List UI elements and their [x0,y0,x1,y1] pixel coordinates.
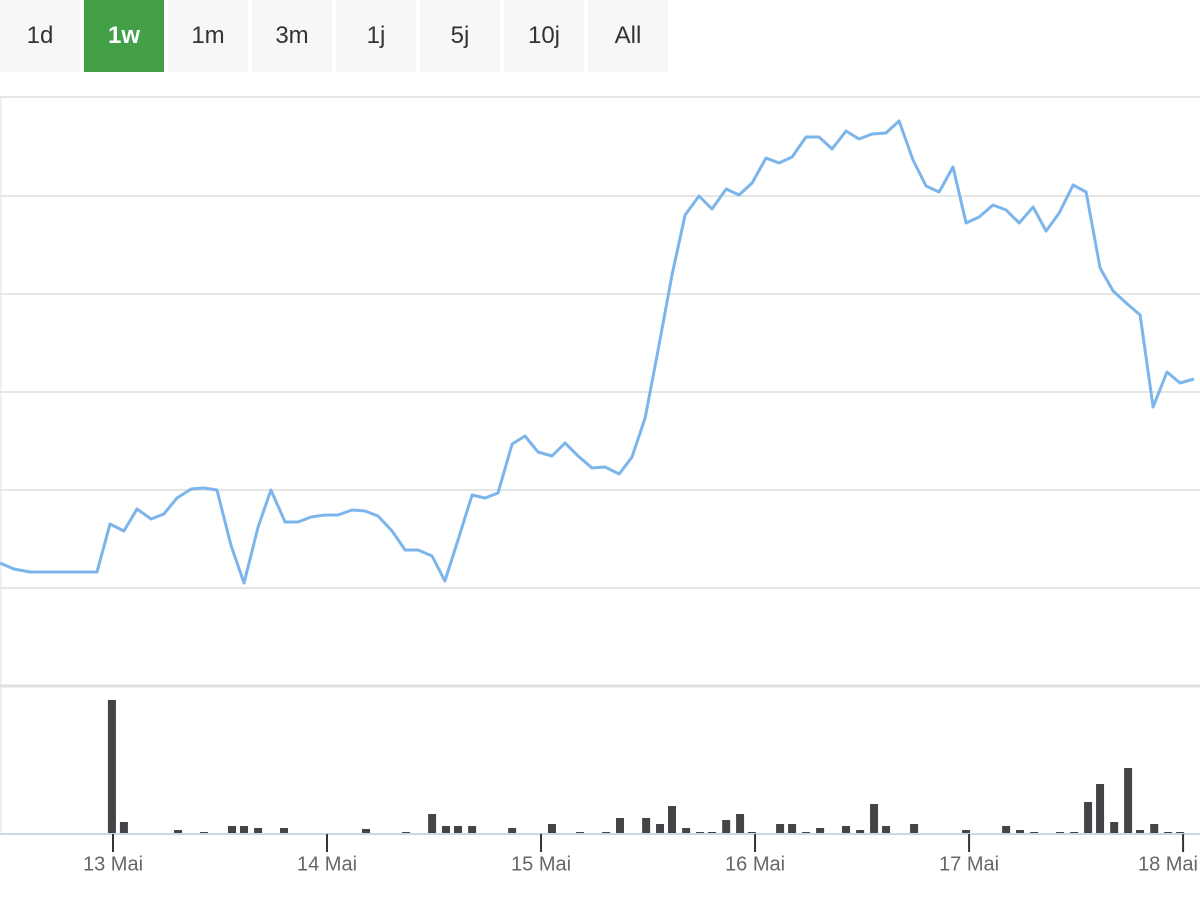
left-border [0,97,2,835]
volume-bar [776,824,785,834]
range-button[interactable]: 10j [504,0,584,72]
volume-bar [453,826,462,834]
volume-bar [616,818,625,834]
range-button[interactable]: 5j [420,0,500,72]
range-button[interactable]: 1w [84,0,164,72]
volume-bar [1002,826,1011,834]
volume-bar [642,818,651,834]
volume-bar [547,824,556,834]
volume-bar [508,828,517,834]
volume-bar [722,820,731,834]
volume-bar [1096,784,1105,834]
volume-bar [254,828,263,834]
volume-bar [1084,802,1093,834]
volume-bar [882,826,891,834]
volume-bar [668,806,677,834]
volume-bar [1150,824,1159,834]
x-tick-label: 18 Mai [1138,853,1198,875]
x-tick-label: 14 Mai [297,853,357,875]
volume-bar [442,826,451,834]
volume-bar [656,824,665,834]
range-button[interactable]: 3m [252,0,332,72]
volume-bar [227,826,236,834]
range-button[interactable]: All [588,0,668,72]
volume-bar [468,826,477,834]
volume-bar [816,828,825,834]
x-tick-label: 15 Mai [511,853,571,875]
volume-bar [788,824,797,834]
x-tick-label: 17 Mai [939,853,999,875]
range-button[interactable]: 1m [168,0,248,72]
volume-bar [856,830,865,834]
volume-bar [736,814,745,834]
volume-bar [1136,830,1145,834]
volume-bar [682,828,691,834]
volume-bar [107,700,116,834]
volume-bar [870,804,879,834]
x-tick-label: 13 Mai [83,853,143,875]
volume-bar [361,829,370,834]
volume-bar [239,826,248,834]
range-button[interactable]: 1d [0,0,80,72]
range-selector: 1d 1w 1m 3m 1j 5j 10j All [0,0,668,72]
volume-bar [1110,822,1119,834]
volume-bar [428,814,437,834]
range-button[interactable]: 1j [336,0,416,72]
volume-bar [174,830,183,834]
volume-bar [1016,830,1025,834]
volume-bar [962,830,971,834]
volume-bar [910,824,919,834]
volume-bar [119,822,128,834]
volume-bar [280,828,289,834]
price-line [0,119,1195,585]
volume-bar [1124,768,1133,834]
volume-bar [842,826,851,834]
x-tick-label: 16 Mai [725,853,785,875]
